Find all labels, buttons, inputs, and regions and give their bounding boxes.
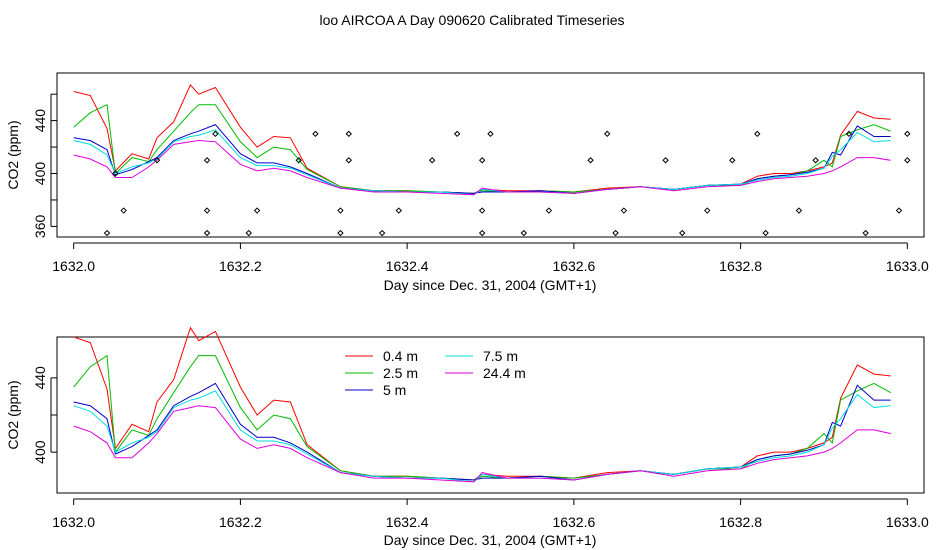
flag-point	[845, 130, 853, 138]
flag-point	[245, 229, 252, 237]
y-axis-bottom: 400 440	[32, 366, 57, 464]
flag-point	[904, 157, 911, 164]
x-tick-label: 1632.0	[52, 258, 95, 274]
flag-point	[203, 157, 211, 164]
y-axis-top: 360 400 440	[32, 93, 57, 239]
flag-point	[395, 207, 403, 214]
x-axis-label-bottom: Day since Dec. 31, 2004 (GMT+1)	[384, 532, 597, 548]
plot-frame-top	[56, 72, 925, 238]
x-tick-label: 1632.4	[386, 514, 429, 530]
flag-point	[679, 229, 686, 237]
y-axis-label-top: CO2 (ppm)	[5, 120, 21, 189]
flag-point	[487, 130, 494, 138]
y-tick-label: 400	[32, 440, 48, 464]
flag-point	[345, 130, 352, 138]
flag-point	[103, 229, 111, 237]
flag-point	[754, 130, 761, 138]
flag-point	[453, 130, 461, 138]
x-tick-label: 1632.8	[719, 514, 762, 530]
flag-point	[762, 229, 769, 237]
y-tick-label: 400	[32, 162, 48, 186]
series-line-7-5-m-top	[73, 129, 891, 196]
flag-point	[520, 229, 528, 237]
series-layer-top	[73, 83, 911, 237]
flag-point	[337, 207, 344, 214]
y-tick-label: 440	[32, 366, 48, 390]
x-axis-bottom: 1632.0 1632.2 1632.4 1632.6 1632.8 1633.0	[52, 498, 929, 530]
x-axis-label-top: Day since Dec. 31, 2004 (GMT+1)	[384, 277, 597, 293]
x-tick-label: 1632.8	[719, 258, 762, 274]
chart-panel-top: 360 400 440 1632.0 1632.2 1632.4 1632.6 1632.8…	[5, 72, 929, 293]
flag-point	[587, 157, 594, 164]
flag-point	[253, 207, 261, 214]
flag-point	[604, 130, 611, 138]
legend-label-0-4-m: 0.4 m	[383, 348, 418, 364]
legend-label-5-m: 5 m	[383, 382, 406, 398]
legend: 0.4 m2.5 m5 m 7.5 m24.4 m	[345, 348, 526, 398]
flag-point	[704, 207, 711, 214]
flag-point	[620, 207, 628, 214]
flag-point	[120, 207, 127, 214]
flag-point	[662, 157, 669, 164]
flag-point	[895, 207, 903, 214]
x-tick-label: 1632.6	[552, 258, 595, 274]
flag-point	[545, 207, 553, 214]
flag-point	[312, 130, 319, 138]
flag-point	[795, 207, 803, 214]
flag-point	[478, 229, 486, 237]
x-tick-label: 1633.0	[886, 258, 929, 274]
flag-point	[212, 130, 219, 138]
series-line-7-5-m-bottom	[73, 390, 891, 483]
x-tick-label: 1632.2	[219, 258, 262, 274]
series-line-24-4-m-top	[73, 139, 891, 196]
flag-point	[612, 229, 619, 237]
x-axis-top: 1632.0 1632.2 1632.4 1632.6 1632.8 1633.0	[52, 242, 929, 274]
flag-point	[295, 157, 302, 164]
legend-label-24-4-m: 24.4 m	[483, 365, 526, 381]
flag-point	[203, 207, 211, 214]
flag-point	[812, 157, 819, 164]
series-line-24-4-m-bottom	[73, 405, 891, 483]
y-axis-label-bottom: CO2 (ppm)	[5, 380, 21, 449]
y-tick-label: 440	[32, 109, 48, 133]
flag-point	[203, 229, 211, 237]
flag-point	[428, 157, 436, 164]
x-tick-label: 1633.0	[886, 514, 929, 530]
flag-point	[862, 229, 869, 237]
flag-point	[337, 229, 344, 237]
flag-point	[729, 157, 736, 164]
x-tick-label: 1632.2	[219, 514, 262, 530]
flag-point	[904, 130, 911, 138]
series-line-5-m-bottom	[73, 382, 891, 481]
flag-point	[478, 207, 486, 214]
flag-point	[112, 170, 119, 177]
flag-point	[345, 157, 352, 164]
legend-label-2-5-m: 2.5 m	[383, 365, 418, 381]
legend-label-7-5-m: 7.5 m	[483, 348, 518, 364]
flag-point	[478, 157, 486, 164]
series-line-5-m-top	[73, 124, 891, 194]
x-tick-label: 1632.0	[52, 514, 95, 530]
series-layer-bottom	[73, 326, 891, 483]
figure-title: loo AIRCOA A Day 090620 Calibrated Times…	[319, 12, 624, 28]
x-tick-label: 1632.6	[552, 514, 595, 530]
flag-point	[378, 229, 386, 237]
x-tick-label: 1632.4	[386, 258, 429, 274]
flag-point	[153, 157, 161, 164]
y-tick-label: 360	[32, 215, 48, 239]
